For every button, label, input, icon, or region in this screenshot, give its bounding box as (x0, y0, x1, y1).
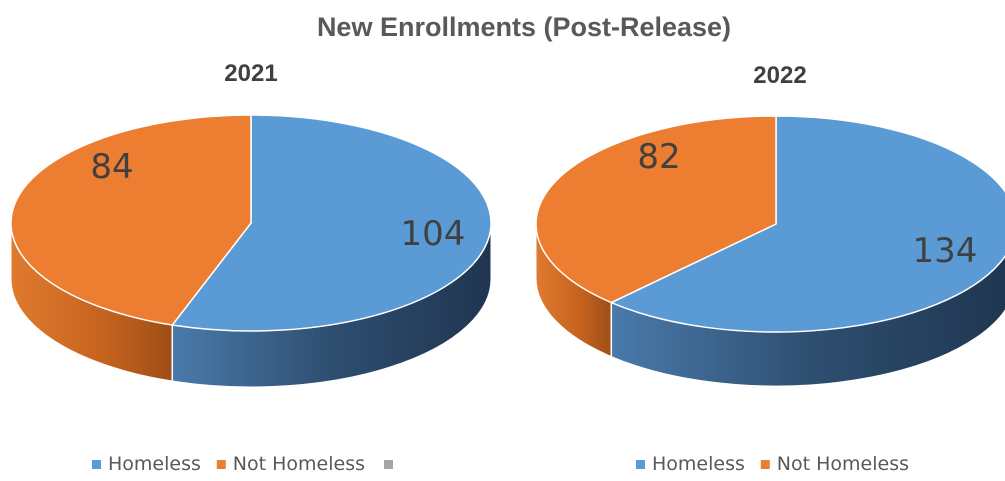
legend-swatch (636, 460, 645, 469)
data-label-not-homeless: 82 (637, 137, 680, 177)
legend-swatch (760, 460, 770, 469)
legend-swatch (92, 460, 101, 469)
legend-label: Not Homeless (777, 453, 909, 475)
legend-label: Homeless (108, 453, 201, 475)
pie-2021: 104 84 (10, 114, 492, 388)
data-label-not-homeless: 84 (90, 147, 133, 187)
legend-swatch (216, 460, 226, 469)
legend-label: Not Homeless (233, 453, 365, 475)
chart-title: New Enrollments (Post-Release) (317, 12, 731, 42)
data-label-homeless: 134 (913, 231, 978, 271)
chart-subtitle-2022: 2022 (753, 62, 806, 89)
chart-subtitle-2021: 2021 (224, 60, 277, 87)
legend-label: Homeless (652, 453, 745, 475)
pie-slice-homeless (171, 114, 492, 332)
pie-slice-not-homeless (535, 115, 777, 304)
legend-swatch (384, 460, 393, 469)
pie-slice-homeless (610, 115, 1005, 333)
legend-2022: Homeless Not Homeless (636, 453, 909, 475)
pie-2022: 134 82 (535, 115, 1005, 387)
legend-2021: Homeless Not Homeless (92, 453, 393, 475)
data-label-homeless: 104 (401, 214, 466, 254)
pie-slice-not-homeless (10, 114, 252, 326)
